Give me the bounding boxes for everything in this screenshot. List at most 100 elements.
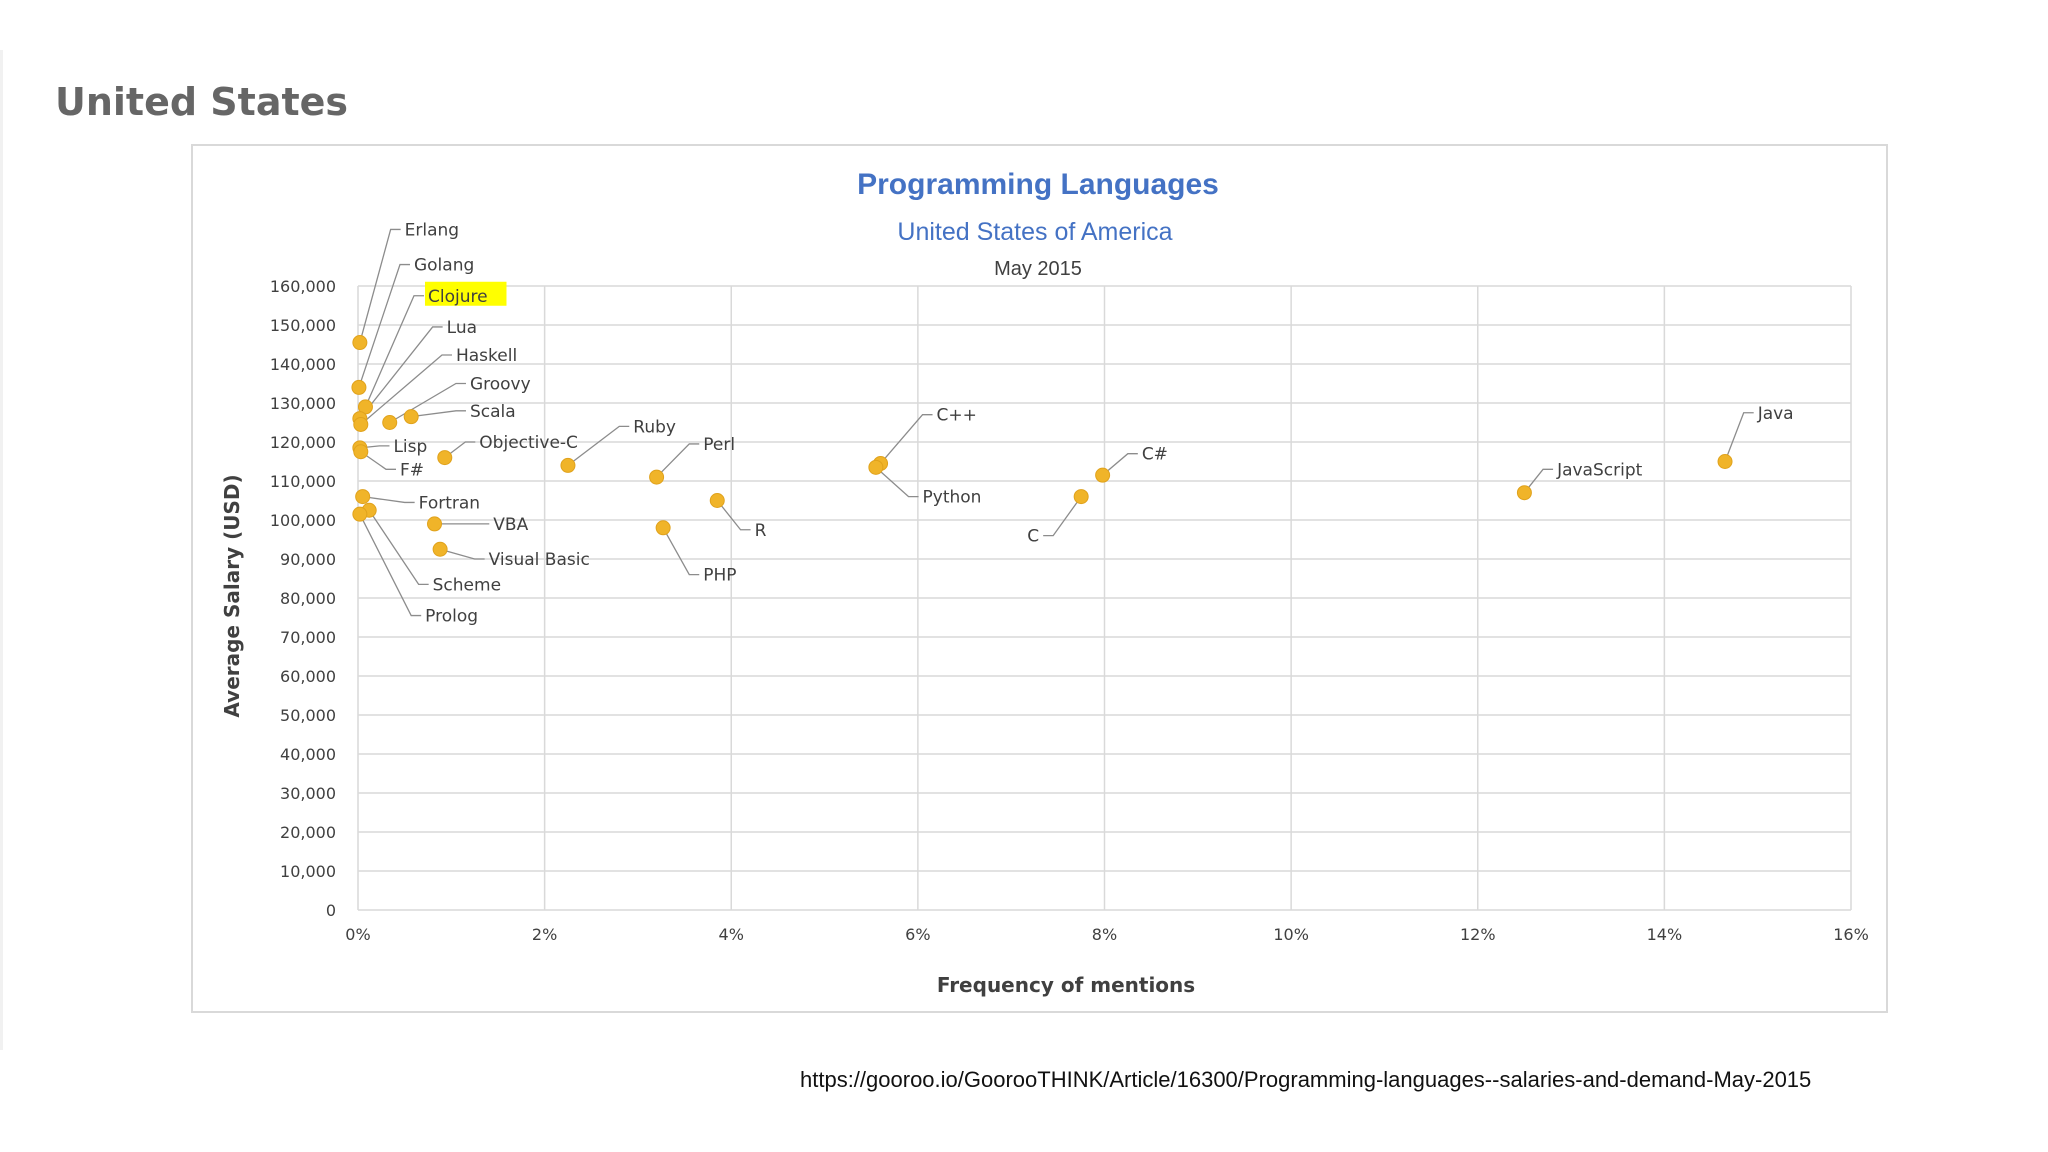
point-groovy[interactable] <box>382 415 398 430</box>
point-c-[interactable] <box>1095 467 1111 483</box>
leader-line-r <box>716 500 751 531</box>
y-tick-label: 20,000 <box>280 823 336 842</box>
point-label: F# <box>400 460 424 480</box>
point-visual-basic[interactable] <box>432 541 448 557</box>
x-tick-label: 0% <box>345 925 370 944</box>
left-rule <box>0 50 3 1050</box>
leader-line-fortran <box>362 495 415 504</box>
x-tick-label: 12% <box>1460 925 1496 944</box>
scatter-chart: Programming Languages United States of A… <box>220 168 1869 997</box>
chart-title: Programming Languages <box>857 168 1219 201</box>
leader-line-haskell <box>360 354 452 425</box>
point-label: Lisp <box>393 437 427 457</box>
point-python[interactable] <box>868 459 884 475</box>
point-label: JavaScript <box>1556 460 1643 480</box>
point-label: VBA <box>493 515 528 535</box>
leader-line-c- <box>880 414 933 464</box>
point-fortran[interactable] <box>355 489 371 505</box>
leader-line-perl <box>656 443 700 478</box>
point-labels: Erlang Golang Clojure Lua Haskell Groovy Scala… <box>393 220 1793 626</box>
chart-subtitle: United States of America <box>897 218 1172 246</box>
x-axis-ticks: 0% 2% 4% 6% 8% 10% 12% 14% 16% <box>345 925 1868 944</box>
point-label: C++ <box>937 406 977 426</box>
point-ruby[interactable] <box>560 457 576 473</box>
leader-line-lua <box>359 326 443 420</box>
point-label: Fortran <box>419 493 480 513</box>
x-tick-label: 4% <box>719 925 744 944</box>
point-label: Groovy <box>470 375 531 395</box>
leader-line-ruby <box>567 425 630 466</box>
point-label: Lua <box>447 318 477 338</box>
point-golang[interactable] <box>351 379 367 395</box>
point-label: Golang <box>414 256 474 276</box>
leader-line-scheme <box>368 509 429 586</box>
point-erlang[interactable] <box>352 335 368 351</box>
chart-date-label: May 2015 <box>994 258 1082 280</box>
leader-line-python <box>875 466 919 498</box>
point-label: Python <box>923 488 982 508</box>
leader-line-prolog <box>359 513 422 617</box>
leader-line-java <box>1724 412 1754 462</box>
point-f-[interactable] <box>353 444 369 460</box>
grid <box>357 285 1852 911</box>
point-prolog[interactable] <box>352 506 368 522</box>
y-tick-label: 150,000 <box>270 316 336 335</box>
point-label: C <box>1027 527 1039 547</box>
point-label: Scala <box>470 402 516 422</box>
x-tick-label: 10% <box>1273 925 1309 944</box>
y-tick-label: 50,000 <box>280 706 336 725</box>
x-tick-label: 14% <box>1647 925 1683 944</box>
x-axis-title: Frequency of mentions <box>937 973 1195 997</box>
leader-line-c- <box>1102 453 1138 476</box>
leader-line-scala <box>411 410 466 418</box>
point-php[interactable] <box>655 520 671 536</box>
y-axis-ticks: 0 10,000 20,000 30,000 40,000 50,000 60,000 70,… <box>270 277 336 920</box>
source-url: https://gooroo.io/GoorooTHINK/Article/16… <box>800 1067 1812 1092</box>
y-axis-title: Average Salary (USD) <box>220 474 244 717</box>
data-points <box>351 335 1733 557</box>
leader-line-golang <box>358 263 410 388</box>
y-tick-label: 0 <box>326 901 336 920</box>
point-javascript[interactable] <box>1516 485 1532 501</box>
x-tick-label: 2% <box>532 925 557 944</box>
point-scala[interactable] <box>403 409 419 425</box>
y-tick-label: 10,000 <box>280 862 336 881</box>
point-label: Visual Basic <box>489 550 590 570</box>
point-r[interactable] <box>709 493 725 508</box>
point-label: Scheme <box>433 575 501 595</box>
point-label: Haskell <box>456 346 517 366</box>
point-label: Java <box>1757 404 1794 424</box>
leader-line-clojure <box>364 295 424 408</box>
point-label: Erlang <box>405 220 459 240</box>
point-label: Perl <box>703 435 735 455</box>
leader-line-c <box>1043 496 1082 537</box>
y-tick-label: 140,000 <box>270 355 336 374</box>
highlight-box <box>424 281 507 306</box>
point-label: Ruby <box>633 417 676 437</box>
x-tick-label: 16% <box>1833 925 1869 944</box>
leader-line-objective-c <box>444 441 476 459</box>
leader-line-f- <box>360 451 396 470</box>
point-c[interactable] <box>1073 489 1089 505</box>
leader-line-php <box>662 527 700 576</box>
point-vba[interactable] <box>427 516 443 532</box>
point-perl[interactable] <box>649 469 665 485</box>
y-tick-label: 60,000 <box>280 667 336 686</box>
y-tick-label: 110,000 <box>270 472 336 491</box>
point-label: Prolog <box>425 607 478 627</box>
point-label: Clojure <box>428 287 488 307</box>
point-objective-c[interactable] <box>437 450 453 466</box>
point-label: R <box>755 521 767 541</box>
leader-line-erlang <box>359 228 401 343</box>
point-haskell[interactable] <box>353 416 369 432</box>
x-tick-label: 6% <box>905 925 930 944</box>
slide-heading: United States <box>55 80 349 124</box>
y-tick-label: 30,000 <box>280 784 336 803</box>
y-tick-label: 90,000 <box>280 550 336 569</box>
point-label: C# <box>1142 445 1168 465</box>
point-java[interactable] <box>1717 454 1733 469</box>
y-tick-label: 120,000 <box>270 433 336 452</box>
leader-line-visual-basic <box>439 548 485 560</box>
y-tick-label: 80,000 <box>280 589 336 608</box>
